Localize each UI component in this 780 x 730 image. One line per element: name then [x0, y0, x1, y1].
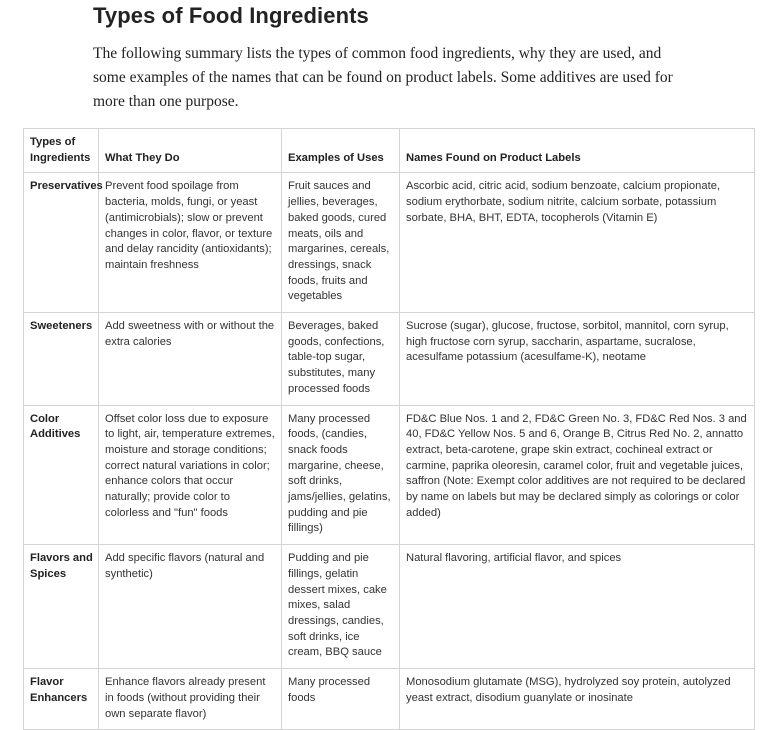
table-row: Color Additives Offset color loss due to… — [23, 404, 755, 546]
what-they-do-cell: Offset color loss due to exposure to lig… — [98, 404, 282, 546]
table-row: Flavor Enhancers Enhance flavors already… — [23, 668, 755, 730]
examples-of-uses-cell: Fruit sauces and jellies, beverages, bak… — [281, 172, 400, 314]
label-names-cell: Natural flavoring, artificial flavor, an… — [399, 544, 755, 670]
label-names-cell: Ascorbic acid, citric acid, sodium benzo… — [399, 172, 755, 314]
ingredient-type-cell: Flavors and Spices — [23, 544, 99, 670]
examples-of-uses-cell: Many processed foods, (candies, snack fo… — [281, 404, 400, 546]
ingredient-type-cell: Flavor Enhancers — [23, 668, 99, 730]
ingredient-type-cell: Color Additives — [23, 404, 99, 546]
what-they-do-cell: Enhance flavors already present in foods… — [98, 668, 282, 730]
ingredients-table: Types of Ingredients What They Do Exampl… — [23, 127, 755, 730]
examples-of-uses-cell: Beverages, baked goods, confections, tab… — [281, 312, 400, 406]
what-they-do-cell: Prevent food spoilage from bacteria, mol… — [98, 172, 282, 314]
examples-of-uses-cell: Pudding and pie fillings, gelatin desser… — [281, 544, 400, 670]
label-names-cell: FD&C Blue Nos. 1 and 2, FD&C Green No. 3… — [399, 404, 755, 546]
ingredient-type-cell: Preservatives — [23, 172, 103, 314]
page-title: Types of Food Ingredients — [93, 3, 369, 28]
what-they-do-cell: Add specific flavors (natural and synthe… — [98, 544, 282, 670]
table-header-row: Types of Ingredients What They Do Exampl… — [23, 127, 755, 174]
table-row: Preservatives Prevent food spoilage from… — [23, 172, 755, 314]
header-what-they-do: What They Do — [98, 127, 282, 174]
header-names-on-labels: Names Found on Product Labels — [399, 127, 755, 174]
table-row: Sweeteners Add sweetness with or without… — [23, 312, 755, 406]
header-examples-of-uses: Examples of Uses — [281, 127, 400, 174]
intro-paragraph: The following summary lists the types of… — [93, 45, 673, 110]
examples-of-uses-cell: Many processed foods — [281, 668, 400, 730]
label-names-cell: Sucrose (sugar), glucose, fructose, sorb… — [399, 312, 755, 406]
table-row: Flavors and Spices Add specific flavors … — [23, 544, 755, 670]
ingredient-type-cell: Sweeteners — [23, 312, 99, 406]
header-types-of-ingredients: Types of Ingredients — [23, 127, 99, 174]
what-they-do-cell: Add sweetness with or without the extra … — [98, 312, 282, 406]
label-names-cell: Monosodium glutamate (MSG), hydrolyzed s… — [399, 668, 755, 730]
